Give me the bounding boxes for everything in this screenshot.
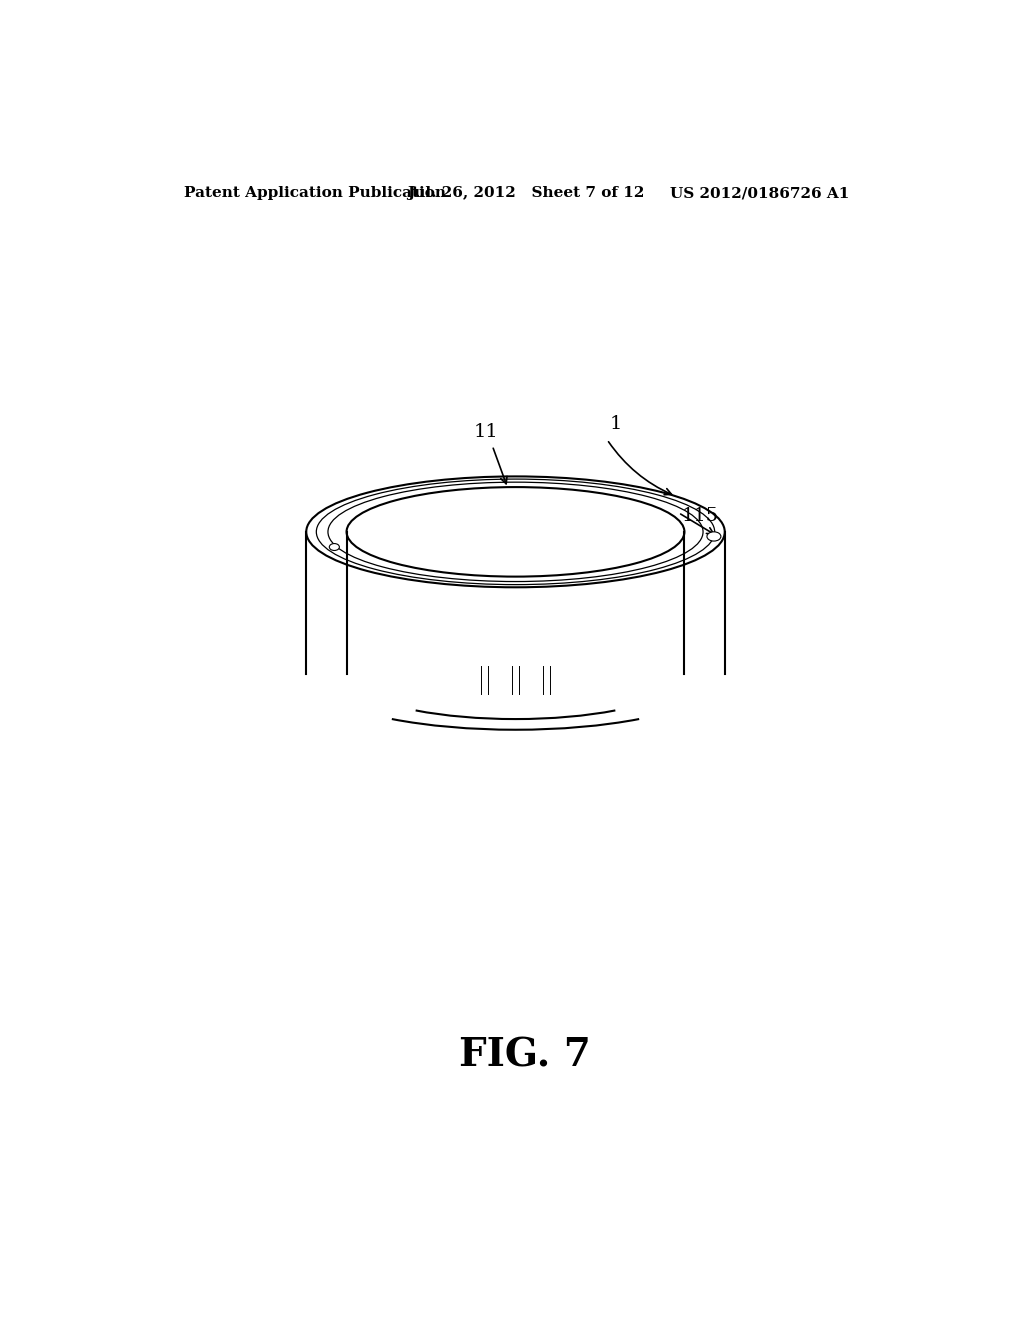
Ellipse shape xyxy=(330,544,339,550)
Ellipse shape xyxy=(346,487,684,577)
Text: US 2012/0186726 A1: US 2012/0186726 A1 xyxy=(671,186,850,201)
Text: Jul. 26, 2012   Sheet 7 of 12: Jul. 26, 2012 Sheet 7 of 12 xyxy=(407,186,644,201)
Text: 1: 1 xyxy=(610,414,623,433)
Ellipse shape xyxy=(707,532,721,541)
Text: 115: 115 xyxy=(682,507,719,525)
Text: 11: 11 xyxy=(474,422,499,441)
Text: Patent Application Publication: Patent Application Publication xyxy=(183,186,445,201)
Text: FIG. 7: FIG. 7 xyxy=(459,1036,591,1074)
